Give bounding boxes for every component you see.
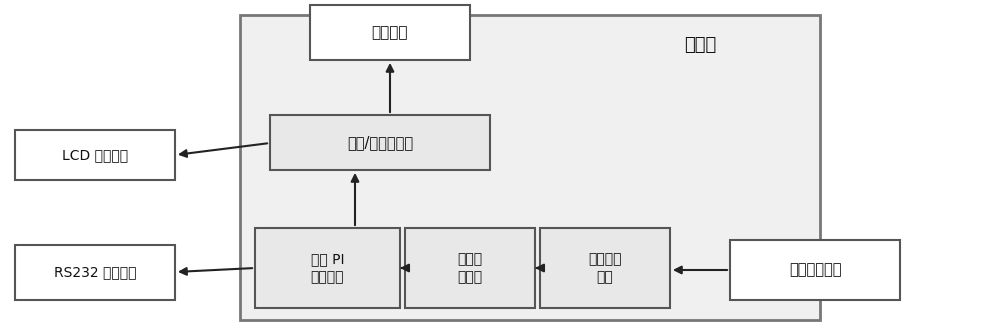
Bar [15, 245, 175, 300]
Bar [310, 5, 470, 60]
Text: 定时/计数器模块: 定时/计数器模块 [347, 135, 413, 150]
Bar [240, 15, 820, 320]
Text: 数据处
理模块: 数据处 理模块 [457, 252, 483, 284]
Text: 数字 PI
调节模块: 数字 PI 调节模块 [311, 252, 344, 284]
Bar [15, 130, 175, 180]
Text: RS232 通信模块: RS232 通信模块 [54, 266, 136, 280]
Bar [540, 228, 670, 308]
Text: 驱动电路: 驱动电路 [372, 25, 408, 40]
Text: 充电采样电路: 充电采样电路 [789, 263, 841, 278]
Bar [255, 228, 400, 308]
Text: 单片机: 单片机 [684, 36, 716, 54]
Text: 模数转换
模块: 模数转换 模块 [588, 252, 622, 284]
Text: LCD 显示模块: LCD 显示模块 [62, 148, 128, 162]
Bar [730, 240, 900, 300]
Bar [270, 115, 490, 170]
Bar [405, 228, 535, 308]
